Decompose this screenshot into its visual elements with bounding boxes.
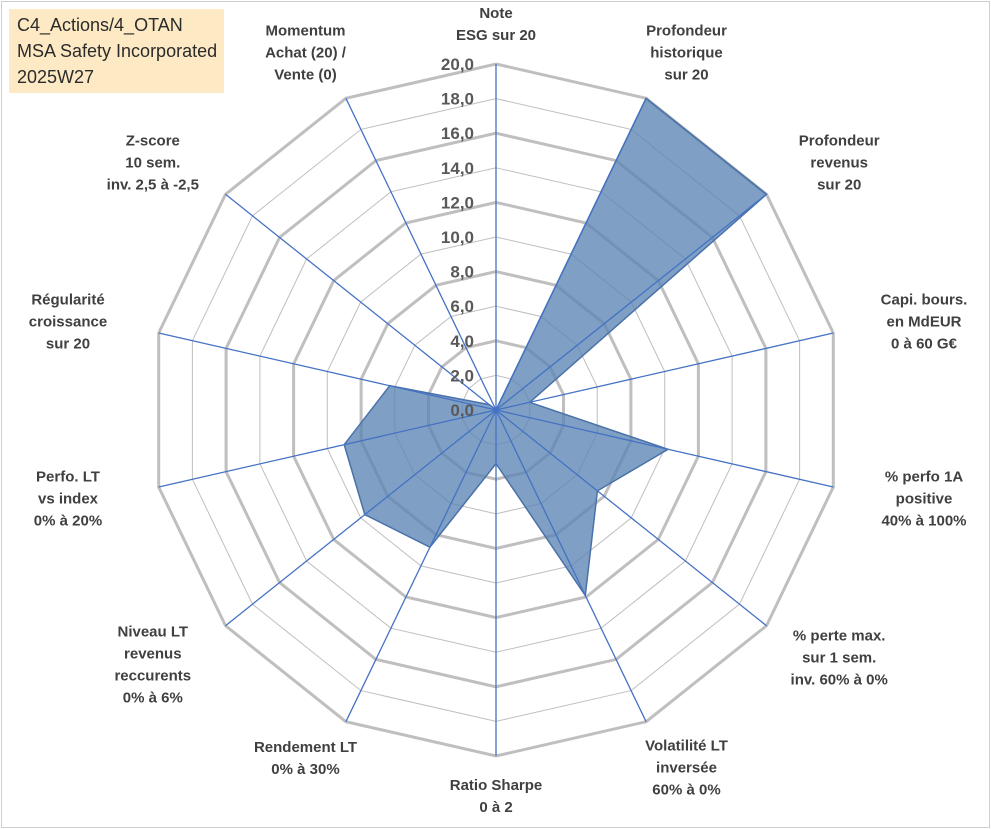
axis-spoke: [495, 409, 647, 722]
axis-spoke: [495, 409, 834, 488]
axis-label: Profondeur: [646, 22, 727, 39]
tick-label-layer: 0,0 2,0 4,0 6,0 8,0 10,0 12,0 14,0 16,0 18,0 20,0: [441, 55, 474, 420]
axis-label: Z-score: [126, 133, 180, 150]
axis-spoke: [345, 98, 497, 411]
tick-label: 18,0: [441, 90, 474, 109]
axis-spoke: [158, 332, 497, 411]
tick-label: 10,0: [441, 228, 474, 247]
chart-title-box: C4_Actions/4_OTAN MSA Safety Incorporate…: [9, 9, 224, 93]
spoke-layer: [158, 64, 834, 756]
title-line-collection: C4_Actions/4_OTAN: [17, 15, 183, 35]
axis-label: Capi. bours.: [881, 292, 968, 309]
tick-label: 6,0: [450, 297, 474, 316]
axis-label: croissance: [29, 314, 107, 331]
axis-label: Régularité: [31, 292, 104, 309]
axis-label: en MdEUR: [887, 314, 962, 331]
axis-spoke: [158, 409, 497, 488]
axis-spoke: [495, 98, 647, 411]
axis-label: Vente (0): [274, 66, 337, 83]
axis-label: Achat (20) /: [265, 44, 347, 61]
axis-spoke: [495, 409, 767, 627]
tick-label: 4,0: [450, 332, 474, 351]
tick-label: 0,0: [450, 401, 474, 420]
axis-label: inversée: [656, 760, 717, 777]
axis-label: Note: [479, 5, 512, 22]
tick-label: 12,0: [441, 193, 474, 212]
axis-label: revenus: [810, 155, 868, 172]
tick-label: 16,0: [441, 124, 474, 143]
tick-label: 2,0: [450, 366, 474, 385]
axis-label: 0% à 6%: [123, 689, 183, 706]
axis-label: Volatilité LT: [645, 738, 728, 755]
axis-label: positive: [896, 490, 953, 507]
axis-label: reccurents: [114, 667, 191, 684]
axis-spoke: [495, 332, 834, 411]
axis-spoke: [225, 193, 497, 411]
axis-label: 0% à 30%: [271, 761, 339, 778]
axis-label: 0% à 20%: [34, 512, 102, 529]
axis-spoke: [225, 409, 497, 627]
axis-label: Ratio Sharpe: [450, 777, 543, 794]
title-line-company: MSA Safety Incorporated: [17, 41, 218, 61]
axis-label: sur 20: [817, 177, 861, 194]
axis-label: Profondeur: [799, 133, 880, 150]
axis-spoke: [495, 193, 767, 411]
tick-label: 14,0: [441, 159, 474, 178]
axis-label: % perte max.: [793, 628, 886, 645]
axis-label: % perfo 1A: [885, 468, 964, 485]
axis-label: vs index: [38, 490, 99, 507]
axis-label: sur 20: [46, 336, 90, 353]
axis-label: sur 20: [664, 66, 708, 83]
axis-spoke: [345, 409, 497, 722]
axis-label: Momentum: [266, 22, 346, 39]
axis-label: revenus: [124, 645, 182, 662]
axis-label: 60% à 0%: [652, 782, 720, 799]
axis-label: inv. 2,5 à -2,5: [107, 177, 199, 194]
axis-label: ESG sur 20: [456, 27, 536, 44]
axis-label: Perfo. LT: [36, 468, 100, 485]
axis-label: inv. 60% à 0%: [791, 672, 888, 689]
series-layer: [343, 97, 768, 598]
axis-label-layer: Note ESG sur 20 Profondeur historique sur 20…: [29, 5, 968, 816]
axis-label: Niveau LT: [118, 623, 189, 640]
title-line-week: 2025W27: [17, 67, 95, 87]
axis-label: sur 1 sem.: [802, 650, 876, 667]
series-area: [343, 97, 768, 598]
axis-label: 0 à 60 G€: [891, 336, 958, 353]
axis-label: historique: [650, 44, 723, 61]
tick-label: 20,0: [441, 55, 474, 74]
axis-label: Rendement LT: [254, 739, 357, 756]
axis-label: 10 sem.: [125, 155, 180, 172]
axis-label: 0 à 2: [479, 799, 512, 816]
tick-label: 8,0: [450, 263, 474, 282]
axis-label: 40% à 100%: [881, 512, 966, 529]
